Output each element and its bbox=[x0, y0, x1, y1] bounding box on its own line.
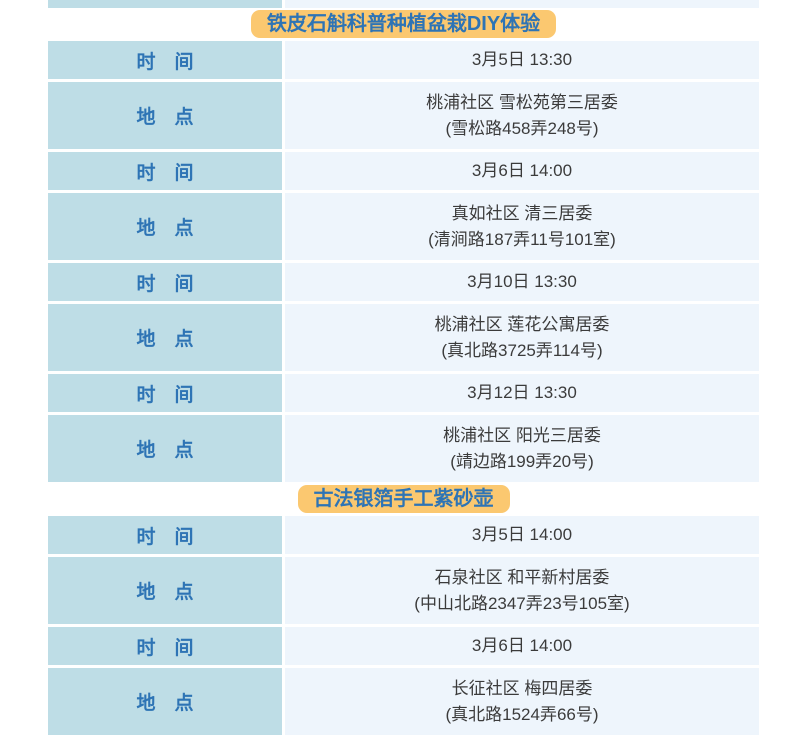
table-row-time: 时 间 3月5日 13:30 bbox=[48, 41, 759, 79]
table-row-place: 地 点 桃浦社区 莲花公寓居委 (真北路3725弄114号) bbox=[48, 304, 759, 371]
table-row-time: 时 间 3月10日 13:30 bbox=[48, 263, 759, 301]
time-value: 3月5日 14:00 bbox=[285, 516, 759, 554]
place-line1: 桃浦社区 阳光三居委 bbox=[443, 425, 601, 445]
place-label: 地 点 bbox=[48, 415, 282, 482]
place-line1: 桃浦社区 莲花公寓居委 bbox=[434, 314, 610, 334]
place-line2: (靖边路199弄20号) bbox=[450, 451, 594, 471]
time-label: 时 间 bbox=[48, 374, 282, 412]
place-label: 地 点 bbox=[48, 193, 282, 260]
partial-label-cell bbox=[48, 0, 282, 8]
table-row-place: 地 点 石泉社区 和平新村居委 (中山北路2347弄23号105室) bbox=[48, 557, 759, 624]
place-line2: (真北路1524弄66号) bbox=[445, 704, 599, 724]
time-value: 3月6日 14:00 bbox=[285, 152, 759, 190]
place-label: 地 点 bbox=[48, 304, 282, 371]
time-label: 时 间 bbox=[48, 263, 282, 301]
place-line1: 真如社区 清三居委 bbox=[451, 203, 593, 223]
place-label: 地 点 bbox=[48, 557, 282, 624]
place-line2: (真北路3725弄114号) bbox=[441, 340, 603, 360]
time-label: 时 间 bbox=[48, 516, 282, 554]
place-line2: (雪松路458弄248号) bbox=[445, 118, 599, 138]
section-2-title-row: 古法银箔手工紫砂壶 bbox=[48, 485, 759, 513]
place-line1: 桃浦社区 雪松苑第三居委 bbox=[426, 92, 618, 112]
place-line2: (清涧路187弄11号101室) bbox=[428, 229, 616, 249]
table-row-partial bbox=[48, 0, 759, 8]
schedule-table: 铁皮石斛科普种植盆栽DIY体验 时 间 3月5日 13:30 地 点 桃浦社区 … bbox=[48, 0, 759, 735]
time-label: 时 间 bbox=[48, 152, 282, 190]
place-value: 石泉社区 和平新村居委 (中山北路2347弄23号105室) bbox=[285, 557, 759, 624]
table-row-place: 地 点 真如社区 清三居委 (清涧路187弄11号101室) bbox=[48, 193, 759, 260]
table-row-time: 时 间 3月6日 14:00 bbox=[48, 627, 759, 665]
place-line1: 长征社区 梅四居委 bbox=[451, 678, 593, 698]
table-row-time: 时 间 3月6日 14:00 bbox=[48, 152, 759, 190]
place-label: 地 点 bbox=[48, 82, 282, 149]
time-value: 3月10日 13:30 bbox=[285, 263, 759, 301]
place-line1: 石泉社区 和平新村居委 bbox=[434, 567, 610, 587]
table-row-place: 地 点 长征社区 梅四居委 (真北路1524弄66号) bbox=[48, 668, 759, 735]
time-label: 时 间 bbox=[48, 627, 282, 665]
time-label: 时 间 bbox=[48, 41, 282, 79]
place-value: 桃浦社区 阳光三居委 (靖边路199弄20号) bbox=[285, 415, 759, 482]
place-label: 地 点 bbox=[48, 668, 282, 735]
section-1-title-pill: 铁皮石斛科普种植盆栽DIY体验 bbox=[250, 10, 557, 38]
partial-value-cell bbox=[285, 0, 759, 8]
table-row-time: 时 间 3月12日 13:30 bbox=[48, 374, 759, 412]
place-value: 桃浦社区 莲花公寓居委 (真北路3725弄114号) bbox=[285, 304, 759, 371]
section-2-title-pill: 古法银箔手工紫砂壶 bbox=[297, 485, 510, 513]
table-row-place: 地 点 桃浦社区 雪松苑第三居委 (雪松路458弄248号) bbox=[48, 82, 759, 149]
time-value: 3月6日 14:00 bbox=[285, 627, 759, 665]
place-line2: (中山北路2347弄23号105室) bbox=[414, 593, 630, 613]
place-value: 长征社区 梅四居委 (真北路1524弄66号) bbox=[285, 668, 759, 735]
place-value: 真如社区 清三居委 (清涧路187弄11号101室) bbox=[285, 193, 759, 260]
time-value: 3月5日 13:30 bbox=[285, 41, 759, 79]
section-1-title-row: 铁皮石斛科普种植盆栽DIY体验 bbox=[48, 10, 759, 38]
place-value: 桃浦社区 雪松苑第三居委 (雪松路458弄248号) bbox=[285, 82, 759, 149]
table-row-place: 地 点 桃浦社区 阳光三居委 (靖边路199弄20号) bbox=[48, 415, 759, 482]
table-row-time: 时 间 3月5日 14:00 bbox=[48, 516, 759, 554]
time-value: 3月12日 13:30 bbox=[285, 374, 759, 412]
